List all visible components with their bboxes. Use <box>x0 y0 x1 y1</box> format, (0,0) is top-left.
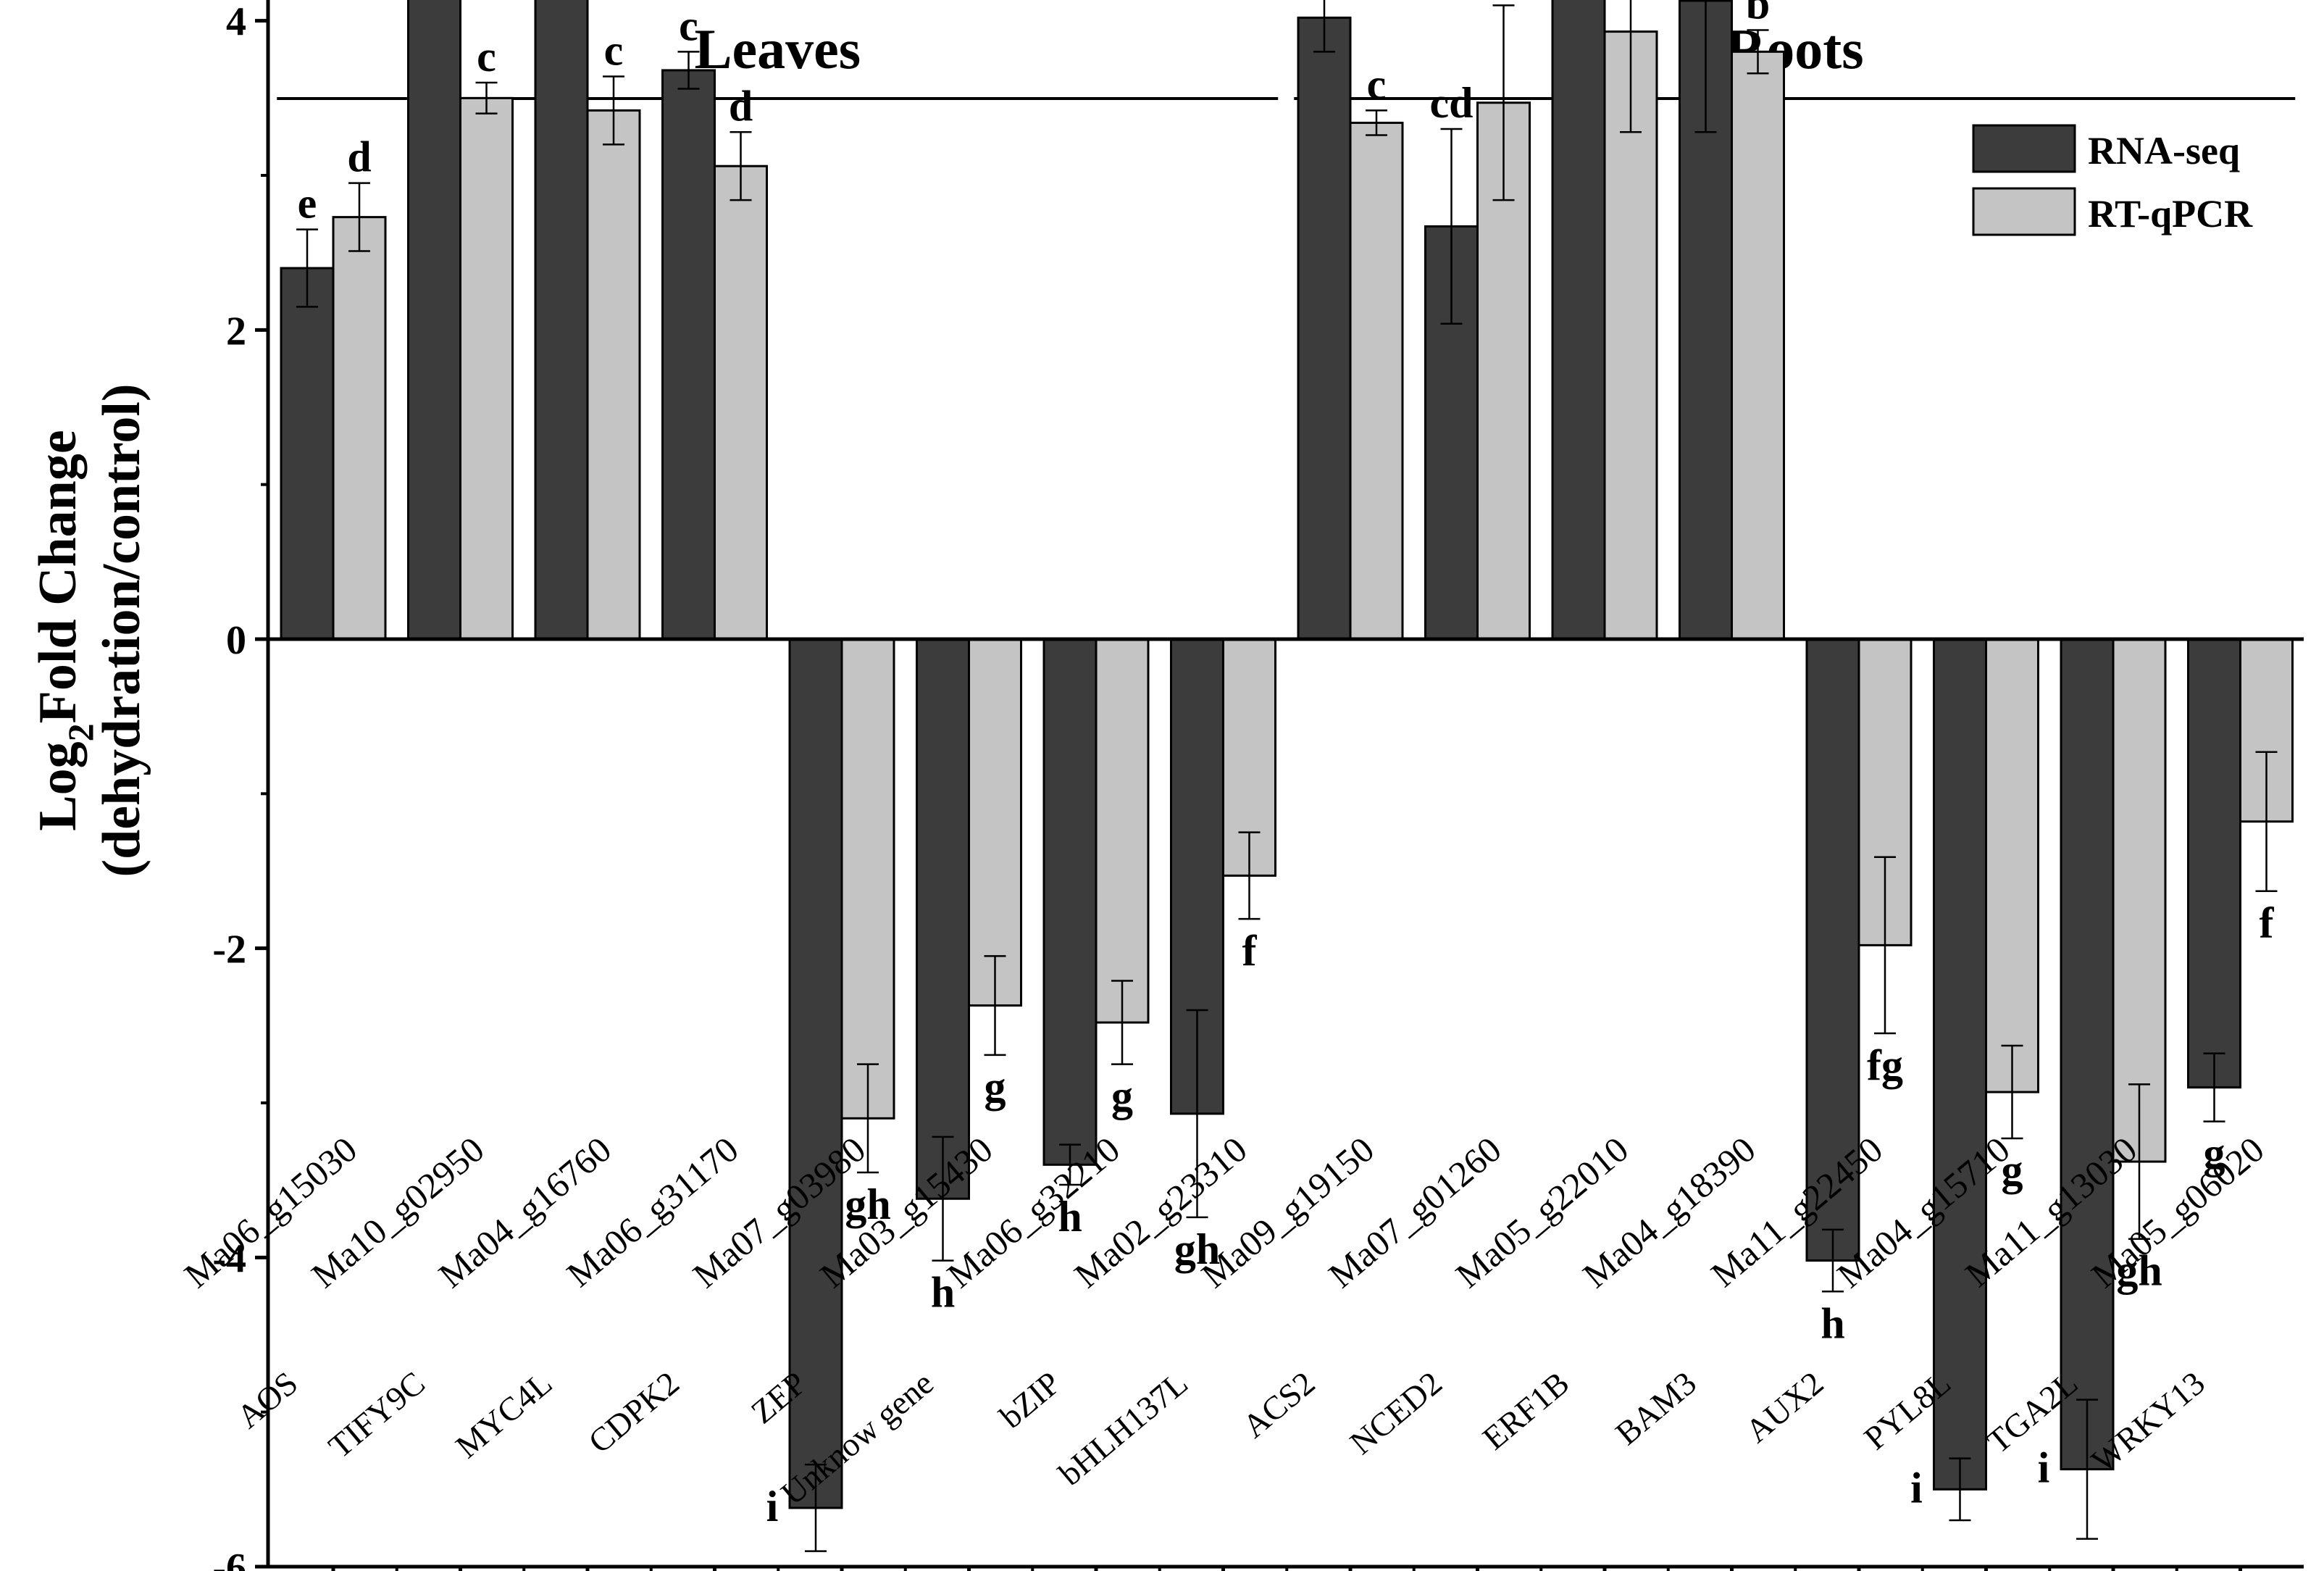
x-label-gene-name-bzip: bZIP <box>992 1364 1067 1435</box>
significance-letter-rna-seq-ma06-g32210: h <box>1058 1193 1082 1241</box>
significance-letter-rna-seq-ma11-g22450: h <box>1821 1299 1844 1347</box>
bar-rna-seq-ma11-g13030 <box>2060 638 2115 1471</box>
bar-rt-qpcr-ma06-g31170 <box>714 164 768 641</box>
y-tick-label: -2 <box>212 928 246 972</box>
x-label-gene-name-cdpk2: CDPK2 <box>582 1364 686 1461</box>
significance-letters: eaacihhghbcdababhiigdccdghggfcbcabbfgggh… <box>298 0 2275 1530</box>
significance-letter-rt-qpcr-ma02-g23310: f <box>1242 927 1258 975</box>
y-tick-label: -6 <box>212 1546 246 1571</box>
significance-letter-rt-qpcr-ma03-g15430: g <box>985 1063 1006 1111</box>
legend-swatch-rna-seq <box>1972 124 2076 173</box>
significance-letter-rt-qpcr-ma06-g31170: d <box>729 82 753 130</box>
error-bars <box>296 0 2278 1552</box>
significance-letter-rt-qpcr-ma07-g01260: bc <box>1482 0 1526 3</box>
legend-swatch-rt-qpcr <box>1972 187 2076 236</box>
significance-letter-rna-seq-ma04-g15710: i <box>1910 1464 1923 1512</box>
group-headers: Leaves Roots <box>277 17 2296 100</box>
bar-rna-seq-ma10-g02950 <box>407 0 461 641</box>
legend-label-rt-qpcr: RT-qPCR <box>2088 192 2253 236</box>
bar-rna-seq-ma03-g15430 <box>916 638 970 1200</box>
y-axis-title-line1: Log2Fold Change <box>28 430 101 830</box>
significance-letter-rna-seq-ma03-g15430: h <box>931 1269 955 1317</box>
significance-letter-rt-qpcr-ma04-g15710: g <box>2002 1146 2023 1194</box>
bar-rt-qpcr-ma04-g16760 <box>586 109 641 641</box>
bars <box>280 0 2294 1509</box>
significance-letter-rt-qpcr-ma04-g18390: b <box>1746 0 1770 28</box>
significance-letter-rna-seq-ma07-g03980: i <box>766 1483 779 1530</box>
x-label-gene-name-bam3: BAM3 <box>1608 1364 1703 1452</box>
bar-rt-qpcr-ma07-g03980 <box>840 638 895 1120</box>
y-tick-label: -4 <box>212 1236 246 1281</box>
significance-letter-rt-qpcr-ma04-g16760: c <box>604 26 624 74</box>
x-label-gene-name-aux2: AUX2 <box>1739 1364 1831 1450</box>
significance-letter-rt-qpcr-ma06-g32210: g <box>1111 1072 1133 1120</box>
bar-rna-seq-ma04-g16760 <box>534 0 589 641</box>
bar-rt-qpcr-ma09-g19150 <box>1349 121 1404 641</box>
significance-letter-rna-seq-ma06-g15030: e <box>298 180 317 228</box>
significance-letter-rt-qpcr-ma06-g15030: d <box>347 133 371 181</box>
x-label-gene-name-tify9c: TIFY9C <box>322 1364 432 1465</box>
bar-rt-qpcr-ma06-g32210 <box>1095 638 1150 1024</box>
bar-rt-qpcr-ma10-g02950 <box>459 96 514 641</box>
bar-rna-seq-ma04-g15710 <box>1933 638 1987 1491</box>
x-label-gene-name-myc4l: MYC4L <box>448 1364 559 1465</box>
bar-rna-seq-ma05-g22010 <box>1551 0 1606 641</box>
bar-rna-seq-ma05-g06020 <box>2187 638 2241 1089</box>
y-tick-label: 0 <box>226 618 246 663</box>
significance-letter-rt-qpcr-ma10-g02950: c <box>477 33 496 80</box>
bar-rt-qpcr-ma06-g15030 <box>332 216 387 641</box>
significance-letter-rt-qpcr-ma09-g19150: c <box>1367 60 1387 108</box>
bar-rt-qpcr-ma03-g15430 <box>968 638 1022 1007</box>
significance-letter-rna-seq-ma11-g13030: i <box>2038 1444 2050 1492</box>
significance-letter-rna-seq-ma02-g23310: gh <box>1174 1225 1220 1273</box>
x-label-gene-name-nced2: NCED2 <box>1343 1364 1449 1462</box>
significance-letter-rna-seq-ma07-g01260: cd <box>1430 79 1474 127</box>
bar-rna-seq-ma09-g19150 <box>1297 16 1352 641</box>
significance-letter-rt-qpcr-ma11-g22450: fg <box>1867 1041 1903 1089</box>
bar-rt-qpcr-ma04-g15710 <box>1985 638 2039 1093</box>
legend: RNA-seq RT-qPCR <box>1972 124 2253 236</box>
significance-letter-rt-qpcr-ma07-g03980: gh <box>845 1180 890 1228</box>
bar-rna-seq-ma11-g22450 <box>1805 638 1860 1262</box>
significance-letter-rt-qpcr-ma11-g13030: gh <box>2116 1247 2162 1295</box>
group-label-leaves: Leaves <box>694 17 861 80</box>
bar-rna-seq-ma06-g32210 <box>1042 638 1098 1166</box>
bar-rna-seq-ma06-g31170 <box>661 69 716 641</box>
x-label-gene-name-bhlh137l: bHLH137L <box>1052 1364 1195 1493</box>
significance-letter-rna-seq-ma06-g31170: c <box>679 1 698 49</box>
x-label-gene-name-erf1b: ERF1B <box>1476 1364 1576 1457</box>
bar-rt-qpcr-ma04-g18390 <box>1731 50 1785 641</box>
significance-letter-rt-qpcr-ma05-g06020: f <box>2260 899 2275 947</box>
y-tick-label: 2 <box>226 309 246 354</box>
bar-rt-qpcr-ma11-g13030 <box>2112 638 2167 1163</box>
x-label-gene-name-acs2: ACS2 <box>1235 1364 1321 1445</box>
axes: -6-4-20246 <box>212 0 2304 1571</box>
legend-label-rna-seq: RNA-seq <box>2088 129 2240 172</box>
bar-rna-seq-ma06-g15030 <box>280 267 335 641</box>
significance-letter-rna-seq-ma05-g06020: g <box>2204 1130 2225 1178</box>
y-tick-label: 4 <box>226 0 246 45</box>
y-axis-title-line2: (dehydration/control) <box>92 383 151 877</box>
